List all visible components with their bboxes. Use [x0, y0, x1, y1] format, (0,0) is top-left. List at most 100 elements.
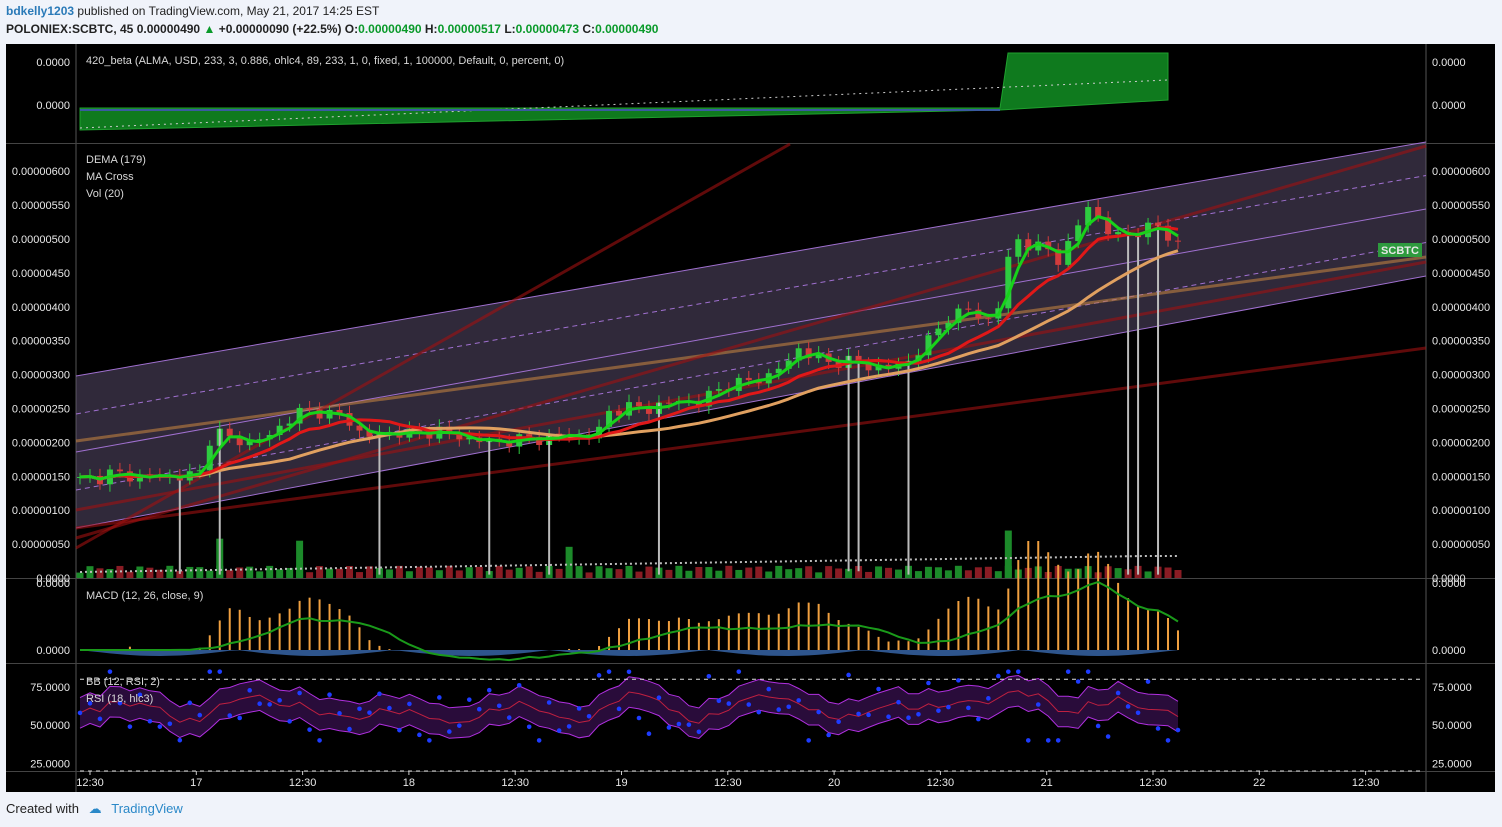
rsi-dot	[207, 669, 213, 674]
rsi-dot	[377, 691, 382, 697]
volume-bar	[845, 568, 853, 578]
macd-hist-bar	[867, 630, 870, 650]
candle-body	[606, 410, 613, 427]
rsi-dot	[586, 713, 592, 719]
macd-hist-bar	[787, 608, 790, 650]
macd-hist-bar	[318, 599, 321, 650]
volume-bar	[755, 566, 763, 578]
symbol-price-tag	[1378, 243, 1422, 257]
rsi-dot	[337, 711, 342, 716]
time-axis-tick: 12:30	[1139, 777, 1167, 789]
volume-bar	[795, 568, 803, 578]
volume-bar	[196, 567, 204, 578]
macd-hist-bar	[628, 618, 630, 650]
candle-body	[635, 402, 642, 407]
price-y-tick-left: 0.00000050	[12, 539, 70, 551]
candle-body	[506, 441, 513, 447]
volume-bar	[96, 568, 104, 578]
macd-hist-bar	[747, 612, 750, 650]
macd-y-tick-left: 0.0000	[36, 645, 70, 657]
legend-vol: Vol (20)	[86, 188, 124, 200]
volume-bar	[765, 571, 773, 578]
macd-hist-bar	[1067, 571, 1070, 650]
candle-body	[256, 439, 263, 441]
rsi-dot	[916, 712, 921, 717]
rsi-y-tick-left: 75.0000	[30, 682, 70, 694]
candle-body	[536, 437, 543, 445]
macd-hist-bar	[598, 646, 601, 650]
candle-body	[246, 440, 253, 446]
macd-hist-bar	[358, 627, 361, 650]
beta-y-tick-right: 0.0000	[1432, 100, 1466, 112]
volume-bar	[944, 570, 952, 578]
rsi-dot	[1115, 690, 1121, 696]
macd-hist-bar	[228, 608, 231, 650]
candle-body	[1155, 222, 1162, 226]
macd-hist-bar	[757, 613, 760, 650]
tradingview-link[interactable]: TradingView	[111, 801, 183, 816]
price-y-tick-right: 0.00000050	[1432, 539, 1490, 551]
time-axis-tick: 22	[1253, 777, 1265, 789]
macd-hist-bar	[817, 603, 820, 650]
macd-hist-bar	[977, 598, 980, 650]
rsi-dot	[766, 686, 772, 692]
rsi-dot	[936, 708, 941, 713]
macd-hist-bar	[727, 615, 730, 650]
rsi-dot	[197, 712, 203, 718]
rsi-dot	[397, 727, 402, 733]
volume-spike	[1004, 530, 1012, 578]
rsi-dot	[526, 724, 532, 730]
volume-bar	[555, 568, 563, 578]
macd-y-tick-right: 0.0000	[1432, 578, 1466, 590]
time-axis-tick: 20	[828, 777, 840, 789]
trend-line	[75, 144, 1427, 540]
rsi-dot	[726, 701, 732, 706]
volume-ma-line	[79, 555, 1178, 573]
macd-hist-bar	[637, 618, 640, 650]
rsi-dot	[167, 721, 173, 727]
tradingview-logo-icon[interactable]: ☁	[88, 801, 102, 816]
volume-bar	[805, 566, 813, 578]
candle-body	[965, 308, 972, 310]
volume-bar	[775, 565, 783, 578]
time-axis-tick: 12:30	[76, 777, 104, 789]
volume-bar	[186, 566, 194, 578]
price-y-tick-left: 0.00000100	[12, 505, 70, 517]
macd-hist-bar	[1097, 551, 1100, 650]
rsi-label: RSI (18, hlc3)	[86, 693, 153, 705]
rsi-dot	[347, 726, 352, 732]
candle-body	[645, 406, 652, 414]
macd-hist-bar	[647, 619, 650, 650]
rsi-dot	[157, 724, 163, 729]
rsi-dot	[107, 669, 113, 674]
volume-bar	[316, 566, 324, 578]
volume-bar	[136, 566, 144, 578]
slow-ma-line	[79, 226, 1179, 481]
rsi-dot	[696, 729, 702, 735]
volume-bar	[1144, 571, 1152, 578]
macd-hist-bar	[1137, 606, 1140, 650]
candle-body	[1115, 232, 1122, 235]
rsi-dot	[546, 700, 552, 705]
macd-line	[80, 581, 1179, 662]
username-link[interactable]: bdkelly1203	[6, 4, 75, 18]
time-axis	[6, 771, 1495, 792]
rsi-y-tick-right: 75.0000	[1432, 682, 1472, 694]
candle-body	[1035, 241, 1042, 251]
rsi-dot	[77, 710, 83, 716]
price-y-tick-right: 0.00000200	[1432, 437, 1490, 449]
macd-hist-bar	[997, 609, 1000, 650]
macd-hist-bar	[1037, 541, 1040, 650]
close-value: 0.00000490	[595, 22, 659, 36]
price-y-tick-right: 0.00000350	[1432, 336, 1490, 348]
rsi-dot	[876, 686, 881, 692]
macd-hist-bar	[208, 635, 211, 650]
rsi-dot	[317, 738, 322, 743]
volume-bar	[685, 570, 693, 578]
rsi-dot	[896, 699, 901, 705]
volume-bar	[475, 566, 483, 578]
price-y-tick-right: 0.00000500	[1432, 234, 1490, 246]
macd-hist-bar	[937, 618, 940, 650]
rsi-dot	[407, 701, 412, 707]
